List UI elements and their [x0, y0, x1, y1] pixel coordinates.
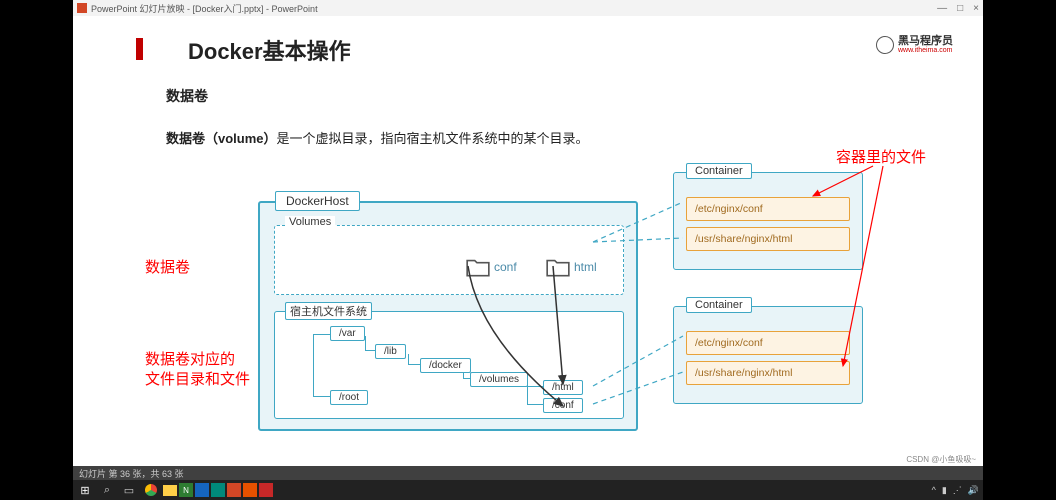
- host-filesystem-label: 宿主机文件系统: [285, 302, 372, 320]
- dir-lib: /lib: [375, 344, 406, 359]
- app-icon-red[interactable]: [259, 483, 273, 497]
- tree-line: [463, 378, 470, 379]
- close-button[interactable]: ×: [973, 3, 979, 14]
- annotation-mapped-files: 数据卷对应的 文件目录和文件: [145, 350, 250, 389]
- annotation3-line2: 文件目录和文件: [145, 371, 250, 388]
- app-icon-teal[interactable]: [211, 483, 225, 497]
- tree-line: [408, 354, 409, 364]
- tree-line: [408, 364, 420, 365]
- tray-chevron-icon[interactable]: ^: [932, 485, 936, 495]
- container2-label: Container: [686, 297, 752, 313]
- host-filesystem-box: 宿主机文件系统 /var /lib /docker /volumes /html…: [274, 311, 624, 419]
- dir-docker: /docker: [420, 358, 471, 373]
- container2-path-conf: /etc/nginx/conf: [686, 331, 850, 355]
- desc-bold: 数据卷（volume）: [166, 131, 277, 146]
- tree-line: [527, 386, 543, 387]
- container-box-2: Container /etc/nginx/conf /usr/share/ngi…: [673, 306, 863, 404]
- tray-battery-icon[interactable]: ▮: [942, 485, 947, 496]
- slide-canvas: Docker基本操作 黑马程序员 www.itheima.com 数据卷 数据卷…: [73, 16, 983, 466]
- tree-line: [365, 350, 375, 351]
- taskbar[interactable]: ⊞ ⌕ ▭ N ^ ▮ ⋰ 🔊: [73, 480, 983, 500]
- slide-title: Docker基本操作: [188, 34, 351, 66]
- folder-conf-label: conf: [494, 260, 517, 274]
- dir-html: /html: [543, 380, 583, 395]
- brand-logo: 黑马程序员 www.itheima.com: [876, 36, 953, 54]
- slide-counter: 幻灯片 第 36 张，共 63 张: [79, 467, 184, 480]
- dir-var: /var: [330, 326, 365, 341]
- app-icon-blue[interactable]: [195, 483, 209, 497]
- volumes-label: Volumes: [285, 216, 335, 228]
- start-button[interactable]: ⊞: [75, 482, 95, 498]
- minimize-button[interactable]: —: [937, 3, 947, 14]
- tray-volume-icon[interactable]: 🔊: [968, 485, 979, 496]
- task-view-icon[interactable]: ▭: [119, 482, 139, 498]
- folder-conf: conf: [465, 256, 517, 278]
- app-icon-orange[interactable]: [243, 483, 257, 497]
- tray-wifi-icon[interactable]: ⋰: [953, 485, 962, 496]
- window-title: PowerPoint 幻灯片放映 - [Docker入门.pptx] - Pow…: [91, 2, 318, 15]
- annotation-container-files: 容器里的文件: [836, 148, 926, 168]
- app-icon-green[interactable]: N: [179, 483, 193, 497]
- desc-rest: 是一个虚拟目录，指向宿主机文件系统中的某个目录。: [277, 131, 589, 146]
- section-title: 数据卷: [166, 86, 208, 106]
- brand-url: www.itheima.com: [898, 47, 953, 54]
- folder-html: html: [545, 256, 597, 278]
- tree-line: [527, 404, 543, 405]
- powerpoint-icon: [77, 3, 87, 13]
- dir-volumes: /volumes: [470, 372, 528, 387]
- container-box-1: Container /etc/nginx/conf /usr/share/ngi…: [673, 172, 863, 270]
- tree-line: [313, 396, 330, 397]
- maximize-button[interactable]: □: [957, 3, 963, 14]
- tree-line: [365, 336, 366, 350]
- dir-conf: /conf: [543, 398, 583, 413]
- annotation-volume: 数据卷: [145, 258, 190, 278]
- dir-root: /root: [330, 390, 368, 405]
- powerpoint-taskbar-icon[interactable]: [227, 483, 241, 497]
- description-text: 数据卷（volume）是一个虚拟目录，指向宿主机文件系统中的某个目录。: [166, 128, 589, 147]
- title-accent-bar: [136, 38, 143, 60]
- system-tray[interactable]: ^ ▮ ⋰ 🔊: [932, 485, 979, 496]
- watermark-csdn: CSDN @小鱼吸吸~: [906, 454, 976, 465]
- explorer-icon[interactable]: [163, 485, 177, 496]
- dockerhost-box: DockerHost Volumes conf html 宿主机文件系统: [258, 201, 638, 431]
- brand-name: 黑马程序员: [898, 36, 953, 47]
- volumes-box: Volumes conf html: [274, 225, 624, 295]
- window-titlebar: PowerPoint 幻灯片放映 - [Docker入门.pptx] - Pow…: [73, 0, 983, 16]
- status-bar: 幻灯片 第 36 张，共 63 张: [73, 466, 983, 480]
- container2-path-html: /usr/share/nginx/html: [686, 361, 850, 385]
- search-icon[interactable]: ⌕: [97, 482, 117, 498]
- annotation3-line1: 数据卷对应的: [145, 351, 235, 368]
- dockerhost-label: DockerHost: [275, 191, 360, 211]
- brand-icon: [876, 36, 894, 54]
- container1-path-conf: /etc/nginx/conf: [686, 197, 850, 221]
- container1-path-html: /usr/share/nginx/html: [686, 227, 850, 251]
- chrome-icon[interactable]: [141, 482, 161, 498]
- folder-html-label: html: [574, 260, 597, 274]
- tree-line: [313, 334, 330, 335]
- tree-line: [313, 334, 314, 396]
- container1-label: Container: [686, 163, 752, 179]
